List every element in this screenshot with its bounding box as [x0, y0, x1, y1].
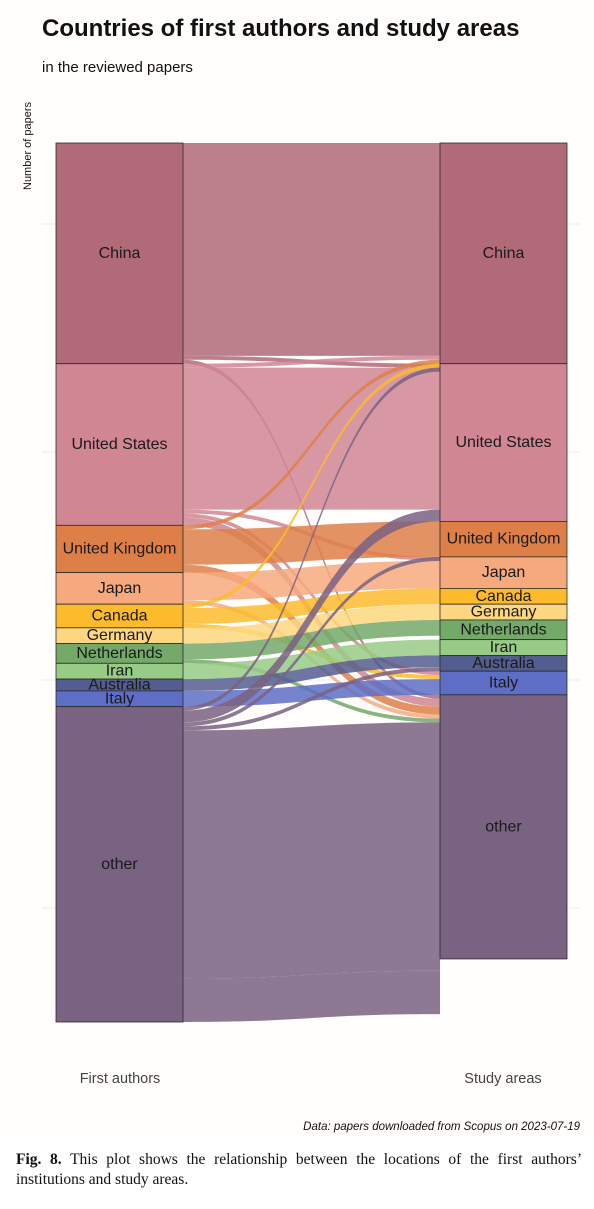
first-authors-stratum-other [55, 706, 184, 1023]
chart-subtitle: in the reviewed papers [42, 59, 193, 76]
study-areas-stratum-united-states [439, 363, 568, 522]
first-authors-label-united-kingdom: United Kingdom [63, 540, 177, 557]
figure-caption: Fig. 8. This plot shows the relationship… [16, 1150, 582, 1190]
flow-united-states-to-italy [183, 513, 440, 676]
axis-label-first-authors: First authors [80, 1071, 161, 1087]
first-authors-label-iran: Iran [106, 663, 134, 680]
study-areas-label-united-states: United States [455, 434, 551, 451]
flow-other-to-other [183, 722, 440, 979]
first-authors-stratum-japan [55, 572, 184, 605]
flow-china-to-china [183, 143, 440, 356]
flow-other-to-other [183, 970, 440, 1022]
flow-other-to-united-kingdom [183, 556, 440, 727]
flow-canada-to-china [183, 363, 440, 609]
chart-title: Countries of first authors and study are… [42, 15, 519, 42]
study-areas-label-china: China [483, 245, 525, 262]
study-areas-label-australia: Australia [472, 655, 534, 672]
flow-other-to-china [183, 367, 440, 711]
figure-caption-text: This plot shows the relationship between… [16, 1151, 582, 1188]
first-authors-label-italy: Italy [105, 690, 134, 707]
source-note: Data: papers downloaded from Scopus on 2… [303, 1121, 580, 1133]
flow-united-kingdom-to-china [183, 359, 440, 530]
study-areas-label-iran: Iran [490, 639, 518, 656]
flow-united-states-to-china [183, 355, 440, 368]
first-authors-label-japan: Japan [98, 580, 142, 597]
figure-label: Fig. 8. [16, 1151, 62, 1168]
strata [55, 142, 568, 1023]
study-areas-stratum-china [439, 142, 568, 365]
study-areas-label-italy: Italy [489, 675, 518, 692]
first-authors-label-australia: Australia [88, 676, 150, 693]
y-axis-label: Number of papers [22, 101, 34, 190]
study-areas-stratum-united-kingdom [439, 521, 568, 558]
study-areas-label-canada: Canada [475, 588, 531, 605]
study-areas-label-germany: Germany [471, 604, 537, 621]
first-authors-stratum-united-states [55, 363, 184, 526]
study-areas-stratum-other [439, 694, 568, 960]
study-areas-label-united-kingdom: United Kingdom [447, 531, 561, 548]
flows [183, 143, 440, 1022]
first-authors-label-united-states: United States [71, 436, 167, 453]
first-authors-stratum-china [55, 142, 184, 365]
flow-other-to-australia [183, 667, 440, 731]
study-areas-label-netherlands: Netherlands [460, 621, 546, 638]
first-authors-stratum-united-kingdom [55, 524, 184, 574]
flow-netherlands-to-netherlands [183, 619, 440, 660]
first-authors-label-netherlands: Netherlands [76, 645, 162, 662]
study-areas-label-japan: Japan [482, 564, 526, 581]
first-authors-label-germany: Germany [87, 627, 153, 644]
flow-united-states-to-united-states [183, 367, 440, 510]
study-areas-label-other: other [485, 818, 522, 835]
axis-label-study-areas: Study areas [464, 1071, 541, 1087]
first-authors-label-other: other [101, 856, 138, 873]
first-authors-label-canada: Canada [91, 608, 147, 625]
study-areas-stratum-japan [439, 556, 568, 589]
flow-other-to-united-states [183, 509, 440, 723]
first-authors-label-china: China [99, 245, 141, 262]
flow-canada-to-canada [183, 588, 440, 624]
flow-australia-to-australia [183, 655, 440, 691]
flow-japan-to-japan [183, 560, 440, 601]
alluvial-chart: Countries of first authors and study are… [22, 15, 581, 1133]
flow-iran-to-iran [183, 639, 440, 680]
flow-germany-to-germany [183, 604, 440, 644]
stratum-labels: China United States United Kingdom Japan Can… [63, 245, 561, 873]
